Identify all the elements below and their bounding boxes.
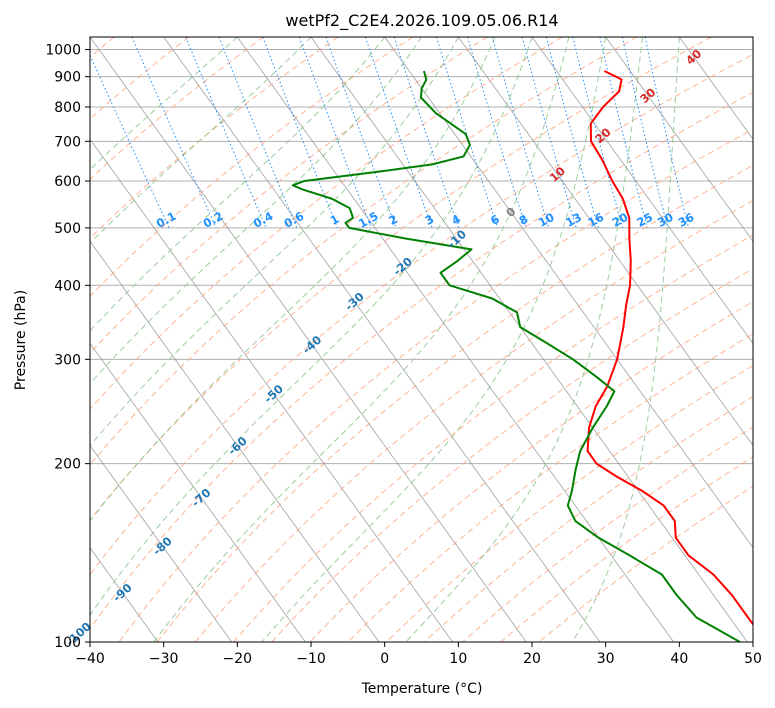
- mixing-ratio-label: 13: [563, 210, 584, 230]
- x-tick-label: 30: [597, 651, 615, 667]
- moist-adiabat-line: [90, 37, 312, 244]
- mixing-ratio-line: [599, 37, 648, 229]
- mixing-ratio-label: 10: [536, 210, 557, 230]
- moist-adiabat-line: [90, 37, 238, 171]
- moist-adiabat-line: [571, 37, 680, 642]
- y-tick-label: 900: [54, 70, 81, 86]
- dry-adiabat-line: [90, 91, 753, 630]
- dry-adiabat-line: [90, 53, 753, 576]
- mixing-ratio-label: 30: [655, 210, 676, 230]
- mixing-ratio-line: [572, 37, 624, 229]
- dry-adiabat-line: [118, 128, 753, 642]
- mixing-ratio-label: 36: [676, 210, 697, 230]
- mixing-ratio-line: [364, 37, 433, 229]
- y-tick-label: 1000: [45, 43, 81, 59]
- x-axis-ticks: −40 −30 −20 −10 0 10 20 30 40 50: [75, 642, 762, 667]
- plot-frame: [89, 36, 754, 643]
- isotherm-line: [90, 240, 380, 642]
- y-tick-label: 300: [54, 352, 81, 368]
- dry-adiabat-line: [385, 364, 753, 642]
- mixing-ratio-label: 25: [634, 210, 655, 230]
- y-tick-label: 800: [54, 100, 81, 116]
- mixing-ratio-label: 16: [585, 210, 606, 230]
- moist-adiabat-line: [153, 37, 570, 642]
- y-axis-label: Pressure (hPa): [13, 290, 29, 390]
- background-grid: [90, 37, 753, 642]
- y-tick-label: 400: [54, 278, 81, 294]
- chart-title: wetPf2_C2E4.2026.109.05.06.R14: [285, 11, 558, 31]
- dewpoint-profile-line: [291, 70, 741, 642]
- x-tick-label: 50: [744, 651, 762, 667]
- mixing-ratio-line: [545, 37, 599, 229]
- x-tick-label: −30: [149, 651, 179, 667]
- x-tick-label: 40: [670, 651, 688, 667]
- temperature-profile-line: [586, 70, 753, 627]
- isotherm-line: [310, 37, 748, 642]
- mixing-ratio-line: [621, 37, 669, 229]
- mixing-ratio-line: [218, 37, 298, 229]
- moist-adiabat-line: [261, 37, 607, 642]
- x-tick-label: −10: [296, 651, 326, 667]
- dry-adiabat-line: [424, 395, 753, 642]
- x-axis-label: Temperature (°C): [361, 681, 483, 697]
- y-tick-label: 200: [54, 457, 81, 473]
- mixing-ratio-label: 20: [610, 210, 631, 230]
- dry-adiabat-line: [90, 37, 638, 466]
- y-tick-label: 100: [54, 635, 81, 651]
- isotherm-line: [679, 37, 753, 140]
- isotherm-line: [90, 37, 527, 642]
- isotherm-line: [90, 138, 453, 642]
- isotherm-line: [237, 37, 674, 642]
- mixing-ratio-line: [131, 37, 217, 229]
- moist-adiabat-line: [90, 37, 422, 385]
- mixing-ratio-line: [435, 37, 499, 229]
- isotherm-line: [90, 342, 306, 642]
- y-tick-label: 600: [54, 174, 81, 190]
- mixing-ratio-line: [491, 37, 550, 229]
- mixing-ratio-line: [325, 37, 397, 229]
- profile-lines: [291, 70, 753, 642]
- dry-adiabat-line: [156, 164, 753, 642]
- y-tick-label: 500: [54, 221, 81, 237]
- isotherm-line: [531, 37, 753, 345]
- moist-adiabat-line: [90, 37, 386, 332]
- x-tick-label: −40: [75, 651, 105, 667]
- mixing-ratio-line: [467, 37, 527, 229]
- dry-adiabat-line: [90, 37, 488, 354]
- x-tick-label: 20: [523, 651, 541, 667]
- dry-adiabat-line: [90, 37, 563, 410]
- y-axis-ticks: 100 200 300 400 500 600 700 800 900 1000: [45, 43, 90, 651]
- isotherm-line: [384, 37, 753, 549]
- mixing-ratio-line: [521, 37, 577, 229]
- dry-adiabat-line: [194, 200, 753, 642]
- isotherm-line: [458, 37, 753, 447]
- isotherm-line: [605, 37, 753, 242]
- dry-adiabat-line: [90, 37, 414, 297]
- moist-adiabat-line: [90, 37, 496, 522]
- dry-adiabat-line: [90, 37, 712, 521]
- y-tick-label: 700: [54, 134, 81, 150]
- dry-adiabat-line: [271, 268, 753, 642]
- mixing-ratio-line: [185, 37, 267, 229]
- moist-adiabat-line: [90, 37, 459, 447]
- isotherm-line: [163, 37, 601, 642]
- x-tick-label: 0: [380, 651, 389, 667]
- x-tick-label: −20: [223, 651, 253, 667]
- x-tick-label: 10: [449, 651, 467, 667]
- moist-adiabat-line: [90, 37, 533, 616]
- dry-adiabat-line: [233, 234, 753, 642]
- mixing-ratio-line: [393, 37, 460, 229]
- mixing-ratio-line: [298, 37, 372, 229]
- mixing-ratio-line: [262, 37, 338, 229]
- mixing-ratio-line: [644, 37, 690, 229]
- moist-adiabat-line: [405, 37, 643, 642]
